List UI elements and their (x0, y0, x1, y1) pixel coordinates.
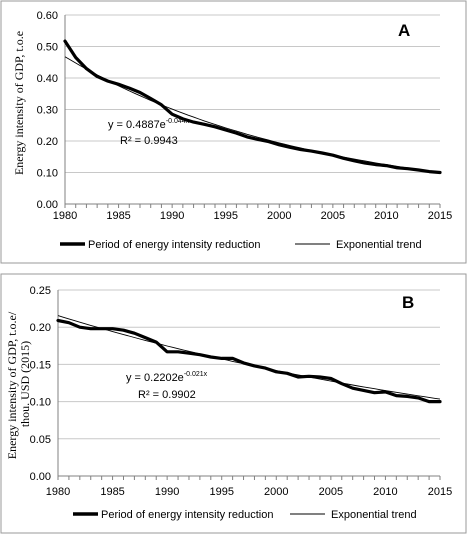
panel-a-trend-equation-base: y = 0.4887e (108, 119, 166, 131)
panel-b-letter: B (402, 293, 414, 312)
panel-b-x-tick-label: 2005 (319, 486, 343, 498)
panel-a-x-tick-label: 1985 (106, 210, 130, 222)
panel-a-x-tick-label: 1980 (53, 210, 77, 222)
panel-a: 0.00 0.10 0.20 0.30 0.40 0.50 0.60 1980 1985 199… (0, 0, 467, 264)
panel-b-frame (0, 273, 467, 534)
panel-a-y-tick-label: 0.10 (37, 168, 58, 180)
panel-b-x-tick-label: 1990 (155, 486, 179, 498)
panel-b-y-tick-label: 0.20 (30, 322, 51, 334)
panel-a-x-tick-label: 1995 (213, 210, 237, 222)
panel-b-trend-r2: R² = 0.9902 (138, 389, 196, 401)
panel-a-x-tick-label: 2010 (374, 210, 398, 222)
panel-b-legend: Period of energy intensity reduction Exp… (73, 509, 417, 521)
panel-b-ylabel-line-2: thou. USD (2015) (18, 341, 32, 427)
panel-a-y-tick-label: 0.30 (37, 105, 58, 117)
panel-a-legend-trend-label: Exponential trend (336, 239, 422, 251)
panel-b-y-tick-label: 0.10 (30, 397, 51, 409)
panel-b-x-tick-label: 1995 (209, 486, 233, 498)
panel-a-ylabel: Energy intensity of GDP, t.o.e (12, 31, 26, 175)
panel-b-x-tick-label: 1980 (46, 486, 70, 498)
panel-b-series-line (56, 318, 442, 404)
panel-a-trend-r2: R² = 0.9943 (120, 135, 178, 147)
panel-a-y-tick-label: 0.60 (37, 10, 58, 22)
panel-b-legend-trend-label: Exponential trend (331, 509, 417, 521)
panel-a-trend-equation-exponent: -0.044x (166, 118, 190, 125)
panel-b-ylabel: Energy intensity of GDP, t.o.e/ thou. US… (5, 309, 32, 459)
panel-a-y-tick-label: 0.40 (37, 73, 58, 85)
panel-b-x-tick-label: 2000 (264, 486, 288, 498)
panel-a-y-tick-label: 0.50 (37, 42, 58, 54)
panel-a-y-tick-label: 0.20 (37, 136, 58, 148)
panel-a-legend-series-label: Period of energy intensity reduction (88, 239, 260, 251)
panel-a-series-line (63, 39, 442, 175)
panel-b-legend-series-label: Period of energy intensity reduction (101, 509, 273, 521)
panel-b-y-tick-label: 0.25 (30, 285, 51, 297)
panel-a-y-tick-label: 0.00 (37, 199, 58, 211)
panel-b-y-tick-label: 0.00 (30, 471, 51, 483)
panel-b-y-tick-label: 0.05 (30, 434, 51, 446)
panel-b: 0.00 0.05 0.10 0.15 0.20 0.25 1980 1985 1990 199… (0, 273, 467, 534)
panel-a-x-tick-label: 2005 (321, 210, 345, 222)
panel-b-trend-equation-exponent: -0.021x (184, 371, 208, 378)
panel-b-trend-equation: y = 0.2202e-0.021x (126, 371, 208, 384)
panel-b-x-tick-label: 1985 (100, 486, 124, 498)
panel-b-x-tick-label: 2015 (428, 486, 452, 498)
panel-a-x-tick-label: 2015 (428, 210, 452, 222)
panel-a-trend-equation: y = 0.4887e-0.044x (108, 118, 190, 131)
panel-b-ylabel-line-1: Energy intensity of GDP, t.o.e/ (5, 311, 19, 459)
panel-a-letter: A (398, 21, 410, 40)
panel-a-x-tick-label: 2000 (267, 210, 291, 222)
panel-b-x-tick-label: 2010 (373, 486, 397, 498)
panel-b-trend-equation-base: y = 0.2202e (126, 372, 184, 384)
panel-b-y-tick-label: 0.15 (30, 359, 51, 371)
panel-a-legend: Period of energy intensity reduction Exp… (60, 239, 422, 251)
panel-a-x-tick-label: 1990 (160, 210, 184, 222)
